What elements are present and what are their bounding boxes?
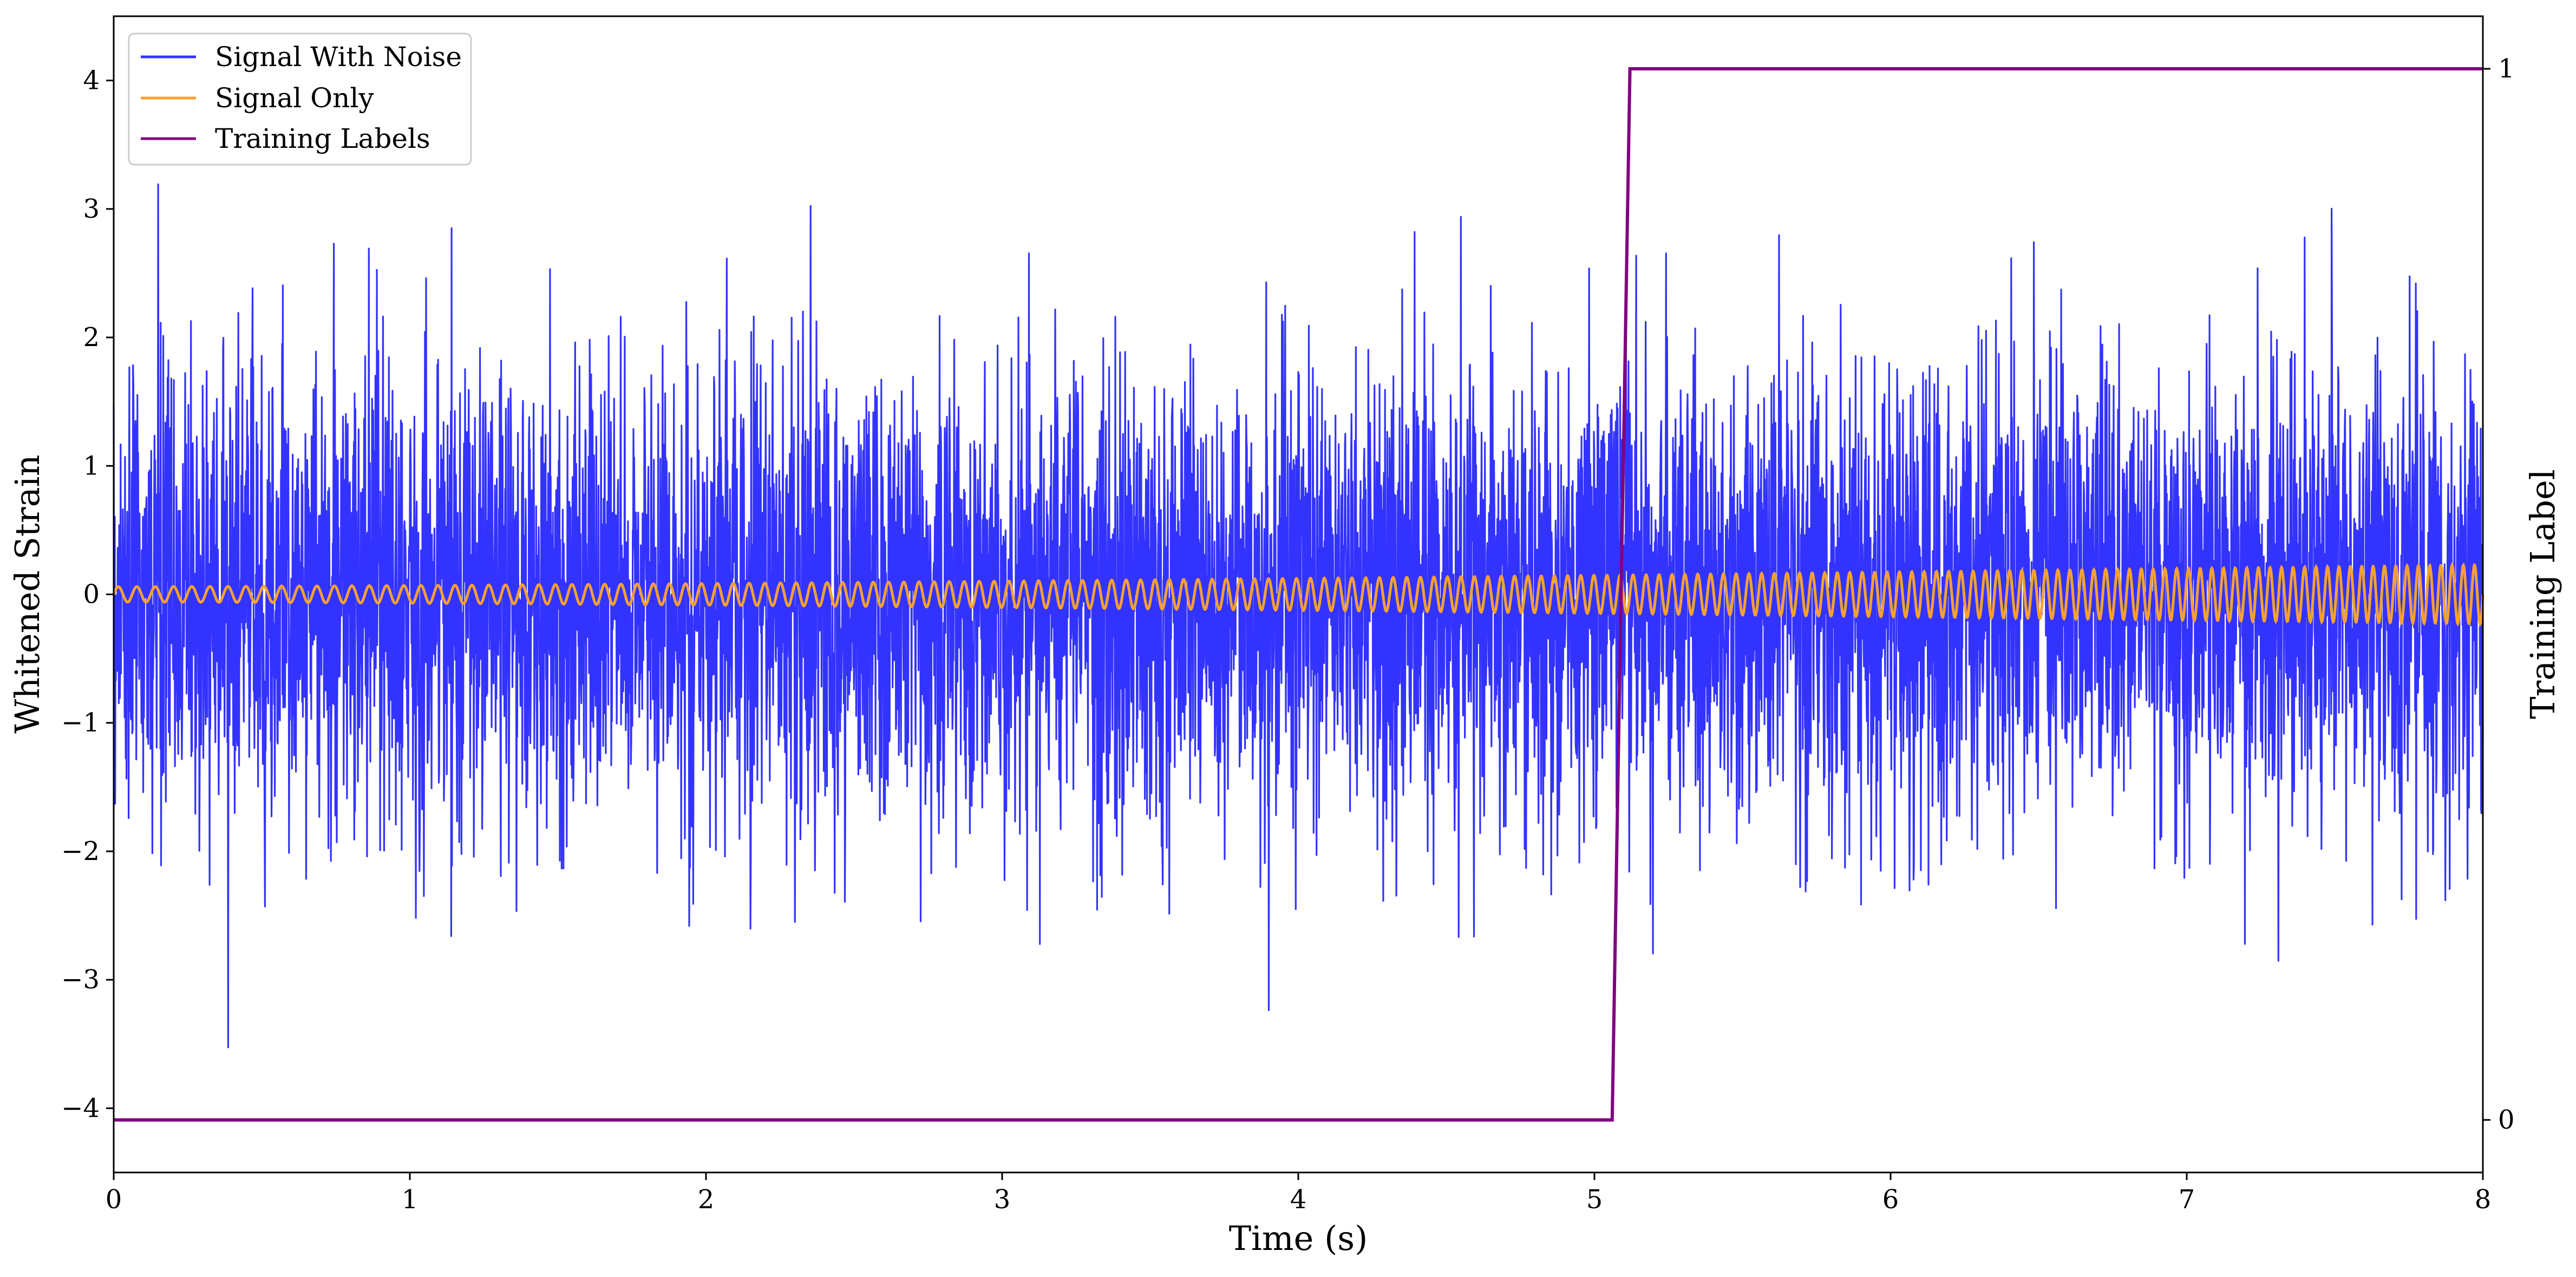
legend-label-signal-with-noise: Signal With Noise — [215, 41, 462, 73]
ticks: 0 1 2 3 4 5 6 7 8 −4 −3 −2 −1 0 1 2 3 4 0 1 — [61, 54, 2514, 1215]
y-tick-label: −3 — [61, 965, 100, 995]
y-tick-label: 0 — [83, 579, 100, 610]
series-signal-only — [112, 562, 2485, 627]
series-signal-with-noise — [113, 183, 2484, 1048]
x-tick-label: 5 — [1586, 1184, 1603, 1215]
x-tick-label: 2 — [698, 1184, 715, 1215]
x-tick-label: 8 — [2475, 1184, 2492, 1215]
legend-label-training-labels: Training Labels — [215, 123, 430, 154]
x-tick-label: 0 — [106, 1184, 122, 1215]
y-tick-label: −4 — [61, 1093, 100, 1123]
y-tick-label: 4 — [83, 66, 100, 96]
y2-tick-label: 0 — [2498, 1105, 2515, 1135]
y-tick-label: −2 — [61, 836, 100, 866]
y2-tick-label: 1 — [2498, 54, 2515, 84]
y-tick-label: −1 — [61, 708, 100, 738]
x-tick-label: 7 — [2179, 1184, 2195, 1215]
legend-box — [128, 32, 472, 166]
x-tick-label: 6 — [1882, 1184, 1899, 1215]
y-axis-title: Whitened Strain — [8, 455, 47, 734]
plot-content — [112, 67, 2485, 1122]
y-tick-label: 3 — [83, 194, 100, 224]
legend: Signal With Noise Signal Only Training L… — [128, 32, 472, 166]
y-tick-label: 1 — [83, 451, 100, 481]
series-training-labels — [114, 67, 2483, 1122]
x-tick-label: 1 — [402, 1184, 419, 1215]
y2-axis-title: Training Label — [2523, 469, 2562, 719]
x-tick-label: 3 — [994, 1184, 1011, 1215]
x-axis-title: Time (s) — [1229, 1219, 1368, 1258]
y-tick-label: 2 — [83, 322, 100, 353]
legend-label-signal-only: Signal Only — [215, 82, 374, 114]
x-tick-label: 4 — [1290, 1184, 1307, 1215]
